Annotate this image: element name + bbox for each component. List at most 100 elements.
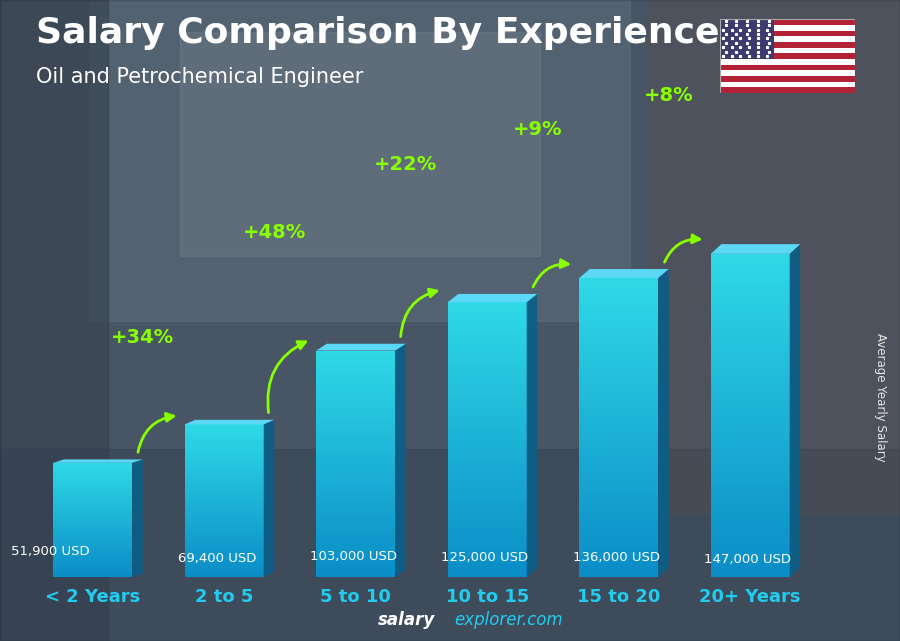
Bar <box>184 524 264 526</box>
Bar <box>711 404 789 410</box>
Bar <box>316 456 395 460</box>
Bar <box>316 513 395 517</box>
Bar <box>0 0 108 641</box>
Bar <box>711 297 789 303</box>
Bar <box>316 558 395 562</box>
Bar <box>316 445 395 449</box>
Bar <box>580 522 658 527</box>
Bar <box>711 345 789 351</box>
Bar <box>184 559 264 562</box>
Bar <box>580 502 658 507</box>
Bar <box>448 430 526 435</box>
Text: salary: salary <box>378 611 436 629</box>
Polygon shape <box>448 294 537 302</box>
Bar <box>53 541 132 543</box>
Bar <box>448 394 526 398</box>
Bar <box>720 87 855 93</box>
Bar <box>184 455 264 458</box>
Bar <box>580 547 658 552</box>
Polygon shape <box>184 420 274 424</box>
Bar <box>316 365 395 369</box>
Bar <box>184 458 264 460</box>
Bar <box>53 533 132 535</box>
Bar <box>53 575 132 577</box>
Bar <box>316 551 395 554</box>
Bar <box>720 19 774 59</box>
Bar <box>53 520 132 522</box>
Bar <box>448 513 526 517</box>
Bar <box>184 498 264 501</box>
Bar <box>711 512 789 518</box>
Bar <box>184 490 264 493</box>
Bar <box>316 569 395 573</box>
Bar <box>720 19 855 25</box>
Bar <box>184 435 264 437</box>
Bar <box>53 503 132 504</box>
Bar <box>711 415 789 420</box>
Bar <box>711 313 789 319</box>
Bar <box>448 545 526 549</box>
Bar <box>184 495 264 498</box>
Bar <box>53 545 132 547</box>
Bar <box>448 348 526 353</box>
Bar <box>711 534 789 539</box>
Bar <box>316 407 395 411</box>
Bar <box>448 517 526 522</box>
Text: 147,000 USD: 147,000 USD <box>704 553 791 566</box>
Bar <box>580 532 658 537</box>
Bar <box>448 403 526 408</box>
Bar <box>580 467 658 472</box>
Bar <box>711 469 789 474</box>
Bar <box>580 298 658 303</box>
Bar <box>720 31 855 37</box>
Bar <box>720 25 855 31</box>
Bar <box>184 453 264 455</box>
Bar <box>316 460 395 463</box>
Bar <box>53 516 132 518</box>
Bar <box>711 539 789 545</box>
Polygon shape <box>264 420 274 577</box>
Bar <box>720 53 855 59</box>
Bar <box>53 565 132 567</box>
Bar <box>184 501 264 503</box>
Bar <box>316 483 395 487</box>
Bar <box>53 499 132 501</box>
Bar <box>580 293 658 298</box>
Bar <box>316 351 395 354</box>
Bar <box>580 358 658 363</box>
Bar <box>184 506 264 508</box>
Bar <box>580 348 658 353</box>
Bar <box>448 568 526 572</box>
Bar <box>184 485 264 488</box>
Bar <box>184 544 264 546</box>
Bar <box>53 558 132 560</box>
Bar <box>53 560 132 562</box>
Bar <box>184 534 264 537</box>
Bar <box>316 487 395 490</box>
Bar <box>90 0 630 320</box>
Bar <box>316 535 395 539</box>
Bar <box>448 494 526 499</box>
Bar <box>711 447 789 453</box>
Bar <box>53 552 132 554</box>
Bar <box>184 531 264 534</box>
Bar <box>316 381 395 385</box>
Bar <box>53 504 132 506</box>
Bar <box>53 543 132 545</box>
Bar <box>580 368 658 372</box>
Bar <box>711 458 789 464</box>
Bar <box>448 307 526 312</box>
Bar <box>316 517 395 520</box>
Bar <box>184 465 264 467</box>
Bar <box>53 482 132 484</box>
Bar <box>448 371 526 376</box>
Bar <box>316 403 395 407</box>
Bar <box>711 399 789 404</box>
Bar <box>448 380 526 385</box>
Bar <box>316 531 395 535</box>
Bar <box>580 413 658 417</box>
Bar <box>53 508 132 510</box>
Bar <box>720 81 855 87</box>
Bar <box>448 476 526 481</box>
Bar <box>580 313 658 318</box>
